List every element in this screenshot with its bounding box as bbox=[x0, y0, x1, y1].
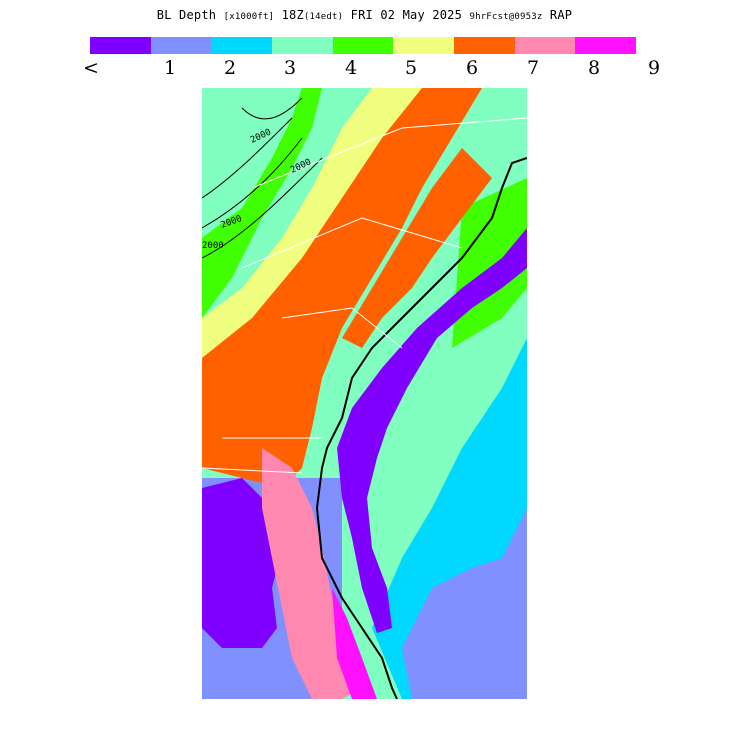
legend-label: 1 bbox=[163, 57, 177, 79]
legend-label: 4 bbox=[344, 57, 358, 79]
legend-swatch-2 bbox=[211, 37, 273, 54]
coastline bbox=[315, 157, 527, 699]
title-units: [x1000ft] bbox=[223, 12, 275, 22]
legend-label: 6 bbox=[465, 57, 479, 79]
state-boundaries bbox=[202, 117, 527, 474]
contour-lines bbox=[202, 97, 323, 259]
land-magenta-zone bbox=[332, 588, 377, 699]
title-local-time: (14edt) bbox=[303, 12, 344, 22]
land-orange-zone bbox=[202, 88, 482, 488]
color-legend bbox=[90, 37, 637, 54]
legend-label: < bbox=[83, 57, 99, 79]
land-aqua-zone bbox=[202, 88, 302, 238]
legend-label: 9 bbox=[647, 57, 661, 79]
legend-label: 2 bbox=[223, 57, 237, 79]
legend-label: 8 bbox=[587, 57, 601, 79]
legend-swatch-3 bbox=[272, 37, 333, 54]
legend-labels: < 1 2 3 4 5 6 7 8 9 bbox=[0, 57, 729, 81]
title-prefix: BL Depth bbox=[156, 8, 224, 22]
legend-label: 7 bbox=[526, 57, 540, 79]
legend-swatch-6 bbox=[454, 37, 515, 54]
atlantic-purple-band bbox=[337, 228, 527, 633]
legend-swatch-8 bbox=[575, 37, 637, 54]
legend-swatch-4 bbox=[332, 37, 394, 54]
title-model: RAP bbox=[542, 8, 573, 22]
legend-swatch-5 bbox=[393, 37, 455, 54]
gulf-purple-zone bbox=[202, 478, 282, 648]
legend-swatch-1 bbox=[150, 37, 212, 54]
contour-label: 2000 bbox=[202, 241, 224, 251]
map-title: BL Depth [x1000ft] 18Z(14edt) FRI 02 May… bbox=[0, 8, 729, 22]
legend-label: 5 bbox=[404, 57, 418, 79]
land-orange-coastal bbox=[342, 148, 492, 348]
legend-swatch-lt1 bbox=[90, 37, 151, 54]
legend-swatch-7 bbox=[514, 37, 576, 54]
title-date: FRI 02 May 2025 bbox=[343, 8, 470, 22]
atlantic-periwinkle-field bbox=[402, 508, 527, 699]
title-time: 18Z bbox=[274, 8, 304, 22]
legend-label: 3 bbox=[283, 57, 297, 79]
title-forecast: 9hrFcst@0953z bbox=[469, 12, 543, 22]
forecast-map: 2000 2000 2000 2000 bbox=[202, 88, 527, 699]
